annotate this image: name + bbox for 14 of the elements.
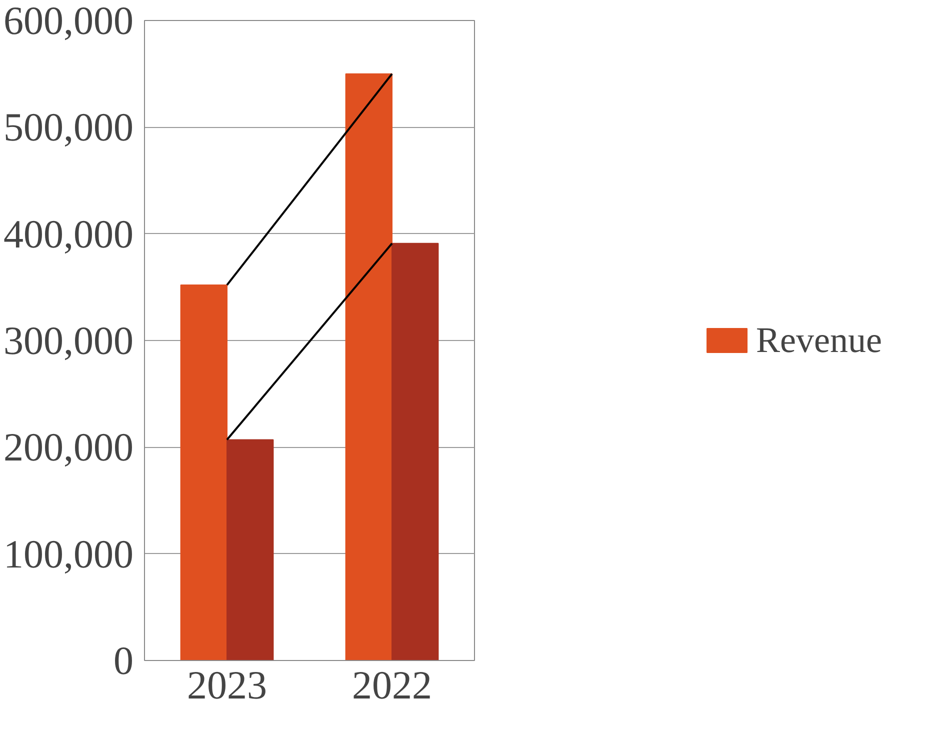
- x-tick-label: 2022: [352, 662, 432, 708]
- y-tick-label: 400,000: [4, 211, 134, 256]
- bar: [226, 439, 274, 660]
- y-tick-label: 0: [114, 638, 134, 683]
- y-tick-label: 100,000: [4, 531, 134, 576]
- y-tick-label: 200,000: [4, 424, 134, 470]
- y-tick-label: 300,000: [4, 318, 134, 363]
- legend-label: Revenue: [756, 319, 882, 361]
- bar: [392, 242, 439, 660]
- x-tick-label: 2023: [187, 662, 267, 708]
- bar: [345, 73, 392, 660]
- y-tick-label: 500,000: [4, 104, 134, 150]
- bar: [180, 284, 228, 660]
- y-tick-label: 600,000: [4, 0, 134, 43]
